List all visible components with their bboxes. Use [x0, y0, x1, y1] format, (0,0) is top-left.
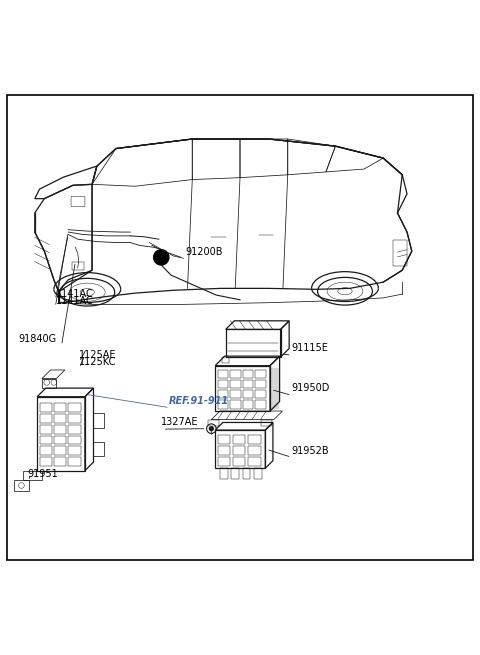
Text: 91951: 91951 — [28, 469, 59, 479]
Text: 91115E: 91115E — [291, 343, 328, 353]
Text: 91952B: 91952B — [291, 446, 329, 457]
Circle shape — [154, 250, 169, 265]
Text: 91840G: 91840G — [18, 334, 56, 345]
Text: 1327AE: 1327AE — [161, 417, 199, 427]
Text: 1141AC: 1141AC — [56, 296, 94, 306]
Text: 91200B: 91200B — [185, 247, 223, 257]
Circle shape — [209, 427, 213, 430]
Text: 1125KC: 1125KC — [79, 356, 116, 367]
Text: 1141AC: 1141AC — [56, 289, 94, 299]
Text: 1125AE: 1125AE — [79, 350, 116, 360]
Text: REF.91-911: REF.91-911 — [168, 396, 228, 406]
Text: 91950D: 91950D — [291, 383, 329, 394]
